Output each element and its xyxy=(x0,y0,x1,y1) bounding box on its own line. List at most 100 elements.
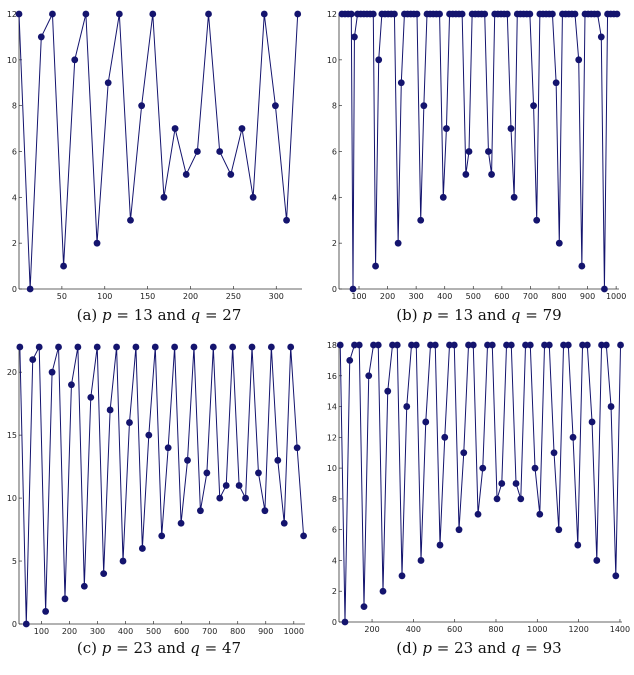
data-point xyxy=(87,393,95,401)
x-tick-label: 600 xyxy=(494,292,509,301)
data-point xyxy=(555,239,563,247)
data-point xyxy=(375,56,383,64)
data-point xyxy=(182,171,190,178)
data-point xyxy=(272,102,279,110)
data-point xyxy=(370,341,377,349)
data-point xyxy=(74,343,82,351)
data-point xyxy=(552,79,560,87)
data-point xyxy=(583,341,591,349)
y-tick-label: 15 xyxy=(7,431,17,440)
y-tick-label: 10 xyxy=(327,56,337,65)
y-tick-label: 2 xyxy=(332,239,337,248)
y-tick-label: 10 xyxy=(7,494,17,503)
y-tick-label: 2 xyxy=(332,587,337,596)
data-point xyxy=(190,343,198,351)
data-point xyxy=(469,341,477,349)
data-point xyxy=(355,341,363,349)
data-point xyxy=(517,495,525,503)
data-point xyxy=(35,343,43,351)
data-point xyxy=(533,216,541,224)
data-point xyxy=(100,570,108,578)
data-point xyxy=(347,10,355,18)
data-point xyxy=(493,495,501,503)
x-tick-label: 800 xyxy=(230,627,245,636)
y-tick-label: 2 xyxy=(12,239,17,248)
y-tick-label: 8 xyxy=(12,102,17,111)
x-tick-label: 100 xyxy=(97,292,112,301)
data-point xyxy=(436,541,444,549)
data-point xyxy=(177,519,185,527)
data-point xyxy=(171,343,179,351)
data-point xyxy=(93,343,101,351)
data-point xyxy=(441,433,449,441)
y-tick-label: 5 xyxy=(12,557,17,566)
data-point xyxy=(569,433,577,441)
chart-b-plot: 0 2 4 6 8 10 12 100 200 300 400 500 600 700 800 900 1000 xyxy=(327,10,627,301)
x-tick-label: 400 xyxy=(437,292,452,301)
data-point xyxy=(474,510,482,518)
data-point xyxy=(526,341,534,349)
x-tick-label: 200 xyxy=(380,292,395,301)
x-tick-label: 100 xyxy=(34,627,49,636)
data-point xyxy=(397,79,405,87)
data-point xyxy=(351,341,358,349)
data-point xyxy=(132,343,140,351)
data-point xyxy=(138,545,146,552)
y-tick-label: 12 xyxy=(7,10,17,19)
data-point xyxy=(16,343,24,351)
data-point xyxy=(564,341,572,349)
y-tick-label: 0 xyxy=(332,618,337,627)
data-point xyxy=(393,341,401,349)
y-tick-label: 12 xyxy=(327,10,337,19)
data-point xyxy=(507,125,515,132)
data-point xyxy=(598,341,605,349)
data-point xyxy=(436,10,443,18)
data-point xyxy=(42,608,50,615)
data-point xyxy=(365,372,373,380)
data-point xyxy=(104,79,112,87)
data-point xyxy=(229,343,237,351)
data-point xyxy=(29,356,37,363)
data-point xyxy=(413,10,421,18)
data-point xyxy=(26,285,34,293)
x-tick-label: 800 xyxy=(551,292,566,301)
x-tick-label: 500 xyxy=(146,627,161,636)
data-point xyxy=(205,10,212,18)
data-point xyxy=(484,341,491,349)
data-point xyxy=(607,403,615,410)
y-tick-label: 10 xyxy=(327,464,337,473)
data-point xyxy=(541,341,548,349)
y-tick-label: 14 xyxy=(327,403,337,412)
data-point xyxy=(283,216,290,224)
data-point xyxy=(119,557,127,565)
data-point xyxy=(422,418,430,426)
data-point xyxy=(149,10,157,18)
data-point xyxy=(294,10,302,18)
data-point xyxy=(164,444,172,452)
series-line xyxy=(18,13,299,290)
data-point xyxy=(127,216,134,224)
data-point xyxy=(420,102,428,110)
x-tick-label: 150 xyxy=(140,292,155,301)
data-point xyxy=(372,262,379,270)
y-tick-label: 10 xyxy=(7,56,17,65)
data-point xyxy=(93,239,101,247)
y-tick-label: 16 xyxy=(327,372,337,381)
data-point xyxy=(431,341,439,349)
data-point xyxy=(248,343,256,351)
x-tick-label: 100 xyxy=(351,292,366,301)
y-tick-label: 8 xyxy=(332,495,337,504)
data-point xyxy=(462,171,470,178)
data-point xyxy=(115,10,123,18)
data-point xyxy=(481,10,489,18)
x-tick-label: 250 xyxy=(226,292,241,301)
data-point xyxy=(503,10,511,18)
data-point xyxy=(197,507,204,515)
data-point xyxy=(238,125,246,132)
data-point xyxy=(49,10,56,18)
y-tick-label: 6 xyxy=(12,148,17,157)
data-point xyxy=(216,494,224,502)
x-tick-label: 400 xyxy=(118,627,133,636)
data-point xyxy=(522,341,529,349)
data-point xyxy=(138,102,146,110)
